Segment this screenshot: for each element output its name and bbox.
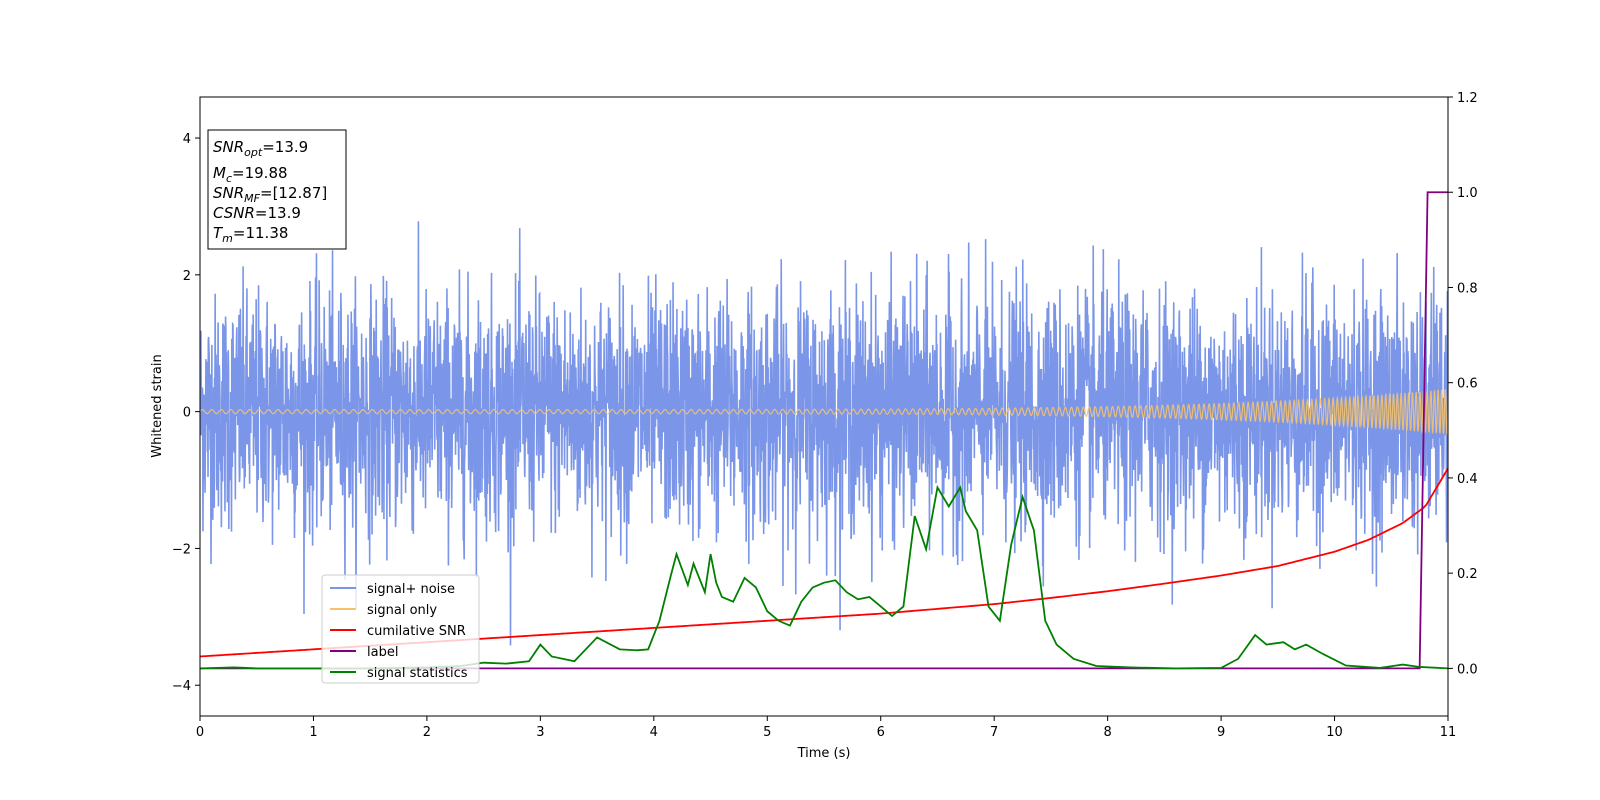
- info-subscript: m: [222, 232, 233, 245]
- x-tick-label: 6: [877, 725, 885, 740]
- signal-statistics-line: [200, 484, 1448, 670]
- y-axis-right: 0.0 0.2 0.4 0.6 0.8 1.0 1.2: [1448, 91, 1478, 677]
- x-axis-label: Time (s): [797, 746, 851, 761]
- y-right-tick-label: 0.8: [1457, 281, 1478, 296]
- legend-label: signal+ noise: [367, 582, 455, 597]
- info-subscript: opt: [244, 146, 263, 159]
- info-symbol: T: [213, 224, 224, 242]
- y-right-tick-label: 1.2: [1457, 91, 1478, 106]
- x-tick-label: 5: [763, 725, 771, 740]
- info-value: =13.9: [262, 138, 308, 156]
- x-tick-label: 2: [423, 725, 431, 740]
- info-symbol: M: [213, 164, 226, 182]
- y-right-tick-label: 0.2: [1457, 567, 1478, 582]
- y-left-tick-label: 0: [183, 406, 191, 421]
- legend-label: signal only: [367, 603, 437, 618]
- y-right-tick-label: 0.0: [1457, 662, 1478, 677]
- y-axis-label: Whitened strain: [150, 354, 165, 457]
- legend: signal+ noise signal only cumilative SNR la…: [321, 574, 480, 684]
- plot-frame: [199, 96, 1449, 717]
- info-subscript: c: [226, 172, 232, 185]
- signal-only-series: [200, 389, 1448, 436]
- x-tick-label: 4: [650, 725, 658, 740]
- legend-label: label: [367, 645, 398, 660]
- info-value: =19.88: [232, 164, 288, 182]
- y-right-tick-label: 0.4: [1457, 472, 1478, 487]
- x-tick-label: 10: [1326, 725, 1343, 740]
- x-tick-label: 9: [1217, 725, 1225, 740]
- x-tick-label: 8: [1103, 725, 1111, 740]
- info-subscript: MF: [244, 192, 260, 205]
- info-box: SNRopt=13.9Mc=19.88SNRMF=[12.87]CSNR=13.…: [207, 129, 347, 250]
- info-line: SNRMF=[12.87]: [213, 184, 327, 205]
- info-line: CSNR=13.9: [213, 204, 301, 222]
- info-line: Mc=19.88: [213, 164, 288, 185]
- legend-label: signal statistics: [367, 666, 468, 681]
- signal-only-line: [200, 389, 1448, 436]
- info-value: =13.9: [255, 204, 301, 222]
- x-tick-label: 3: [536, 725, 544, 740]
- legend-label: cumilative SNR: [367, 624, 466, 639]
- y-left-tick-label: 4: [183, 132, 191, 147]
- x-tick-label: 1: [309, 725, 317, 740]
- x-tick-label: 7: [990, 725, 998, 740]
- y-left-tick-label: −2: [172, 542, 191, 557]
- info-symbol: SNR: [213, 184, 244, 202]
- info-line: SNRopt=13.9: [213, 138, 308, 159]
- x-tick-label: 11: [1440, 725, 1457, 740]
- legend-frame: [321, 574, 480, 684]
- x-tick-label: 0: [196, 725, 204, 740]
- info-line: Tm=11.38: [213, 224, 288, 245]
- info-value: =11.38: [233, 224, 289, 242]
- info-value: =[12.87]: [260, 184, 327, 202]
- y-right-tick-label: 1.0: [1457, 186, 1478, 201]
- label-line: [200, 191, 1448, 670]
- x-axis: 0 1 2 3 4 5 6 7 8 9 10 11: [196, 716, 1456, 740]
- y-right-tick-label: 0.6: [1457, 377, 1478, 392]
- info-symbol: CSNR: [213, 204, 255, 222]
- y-axis-left: −4 −2 0 2 4: [172, 132, 200, 694]
- y-left-tick-label: −4: [172, 679, 191, 694]
- info-box-frame: [207, 129, 347, 250]
- info-symbol: SNR: [213, 138, 244, 156]
- y-left-tick-label: 2: [183, 269, 191, 284]
